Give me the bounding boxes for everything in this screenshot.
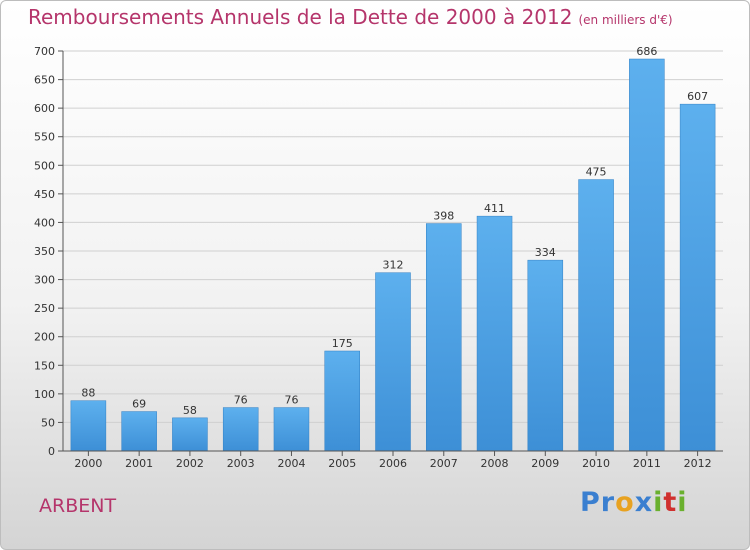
y-tick-label: 100 (34, 388, 55, 401)
y-tick-label: 200 (34, 331, 55, 344)
bar-value-label: 58 (183, 404, 197, 417)
y-tick-label: 500 (34, 159, 55, 172)
x-tick-label: 2005 (328, 457, 356, 470)
y-tick-label: 250 (34, 302, 55, 315)
bar-2003 (222, 407, 259, 452)
bar-2012 (679, 103, 716, 452)
x-tick-label: 2012 (684, 457, 712, 470)
bar-2000 (70, 400, 107, 452)
y-tick-label: 300 (34, 274, 55, 287)
logo-letter: r (600, 487, 616, 518)
bar-value-label: 475 (586, 166, 607, 179)
bar-value-label: 607 (687, 90, 708, 103)
bar-value-label: 175 (332, 337, 353, 350)
bars (70, 58, 716, 452)
bar-value-label: 312 (383, 259, 404, 272)
y-tick-label: 400 (34, 216, 55, 229)
bar-value-label: 69 (132, 398, 146, 411)
y-tick-label: 0 (48, 445, 55, 458)
x-tick-label: 2000 (74, 457, 102, 470)
bar-2004 (273, 407, 310, 452)
x-tick-label: 2001 (125, 457, 153, 470)
bar-2011 (629, 58, 665, 452)
x-tick-label: 2006 (379, 457, 407, 470)
y-tick-label: 150 (34, 359, 55, 372)
y-tick-label: 50 (41, 416, 55, 429)
x-tick-label: 2004 (277, 457, 305, 470)
y-tick-label: 700 (34, 45, 55, 58)
chart-subtitle: (en milliers d'€) (578, 13, 673, 27)
bar-2002 (172, 417, 208, 452)
bar-value-label: 76 (234, 394, 248, 407)
bar-2001 (121, 411, 157, 452)
logo-letter: P (580, 487, 601, 518)
y-tick-label: 350 (34, 245, 55, 258)
x-tick-label: 2009 (531, 457, 559, 470)
bar-2010 (578, 179, 614, 452)
bar-2008 (476, 215, 513, 452)
bar-value-label: 398 (433, 210, 454, 223)
logo-letter: i (653, 487, 664, 518)
x-axis-tick-labels: 2000 2001 2002 2003 2004 2005 2006 2007 2008 2009… (74, 451, 712, 470)
y-axis-tick-labels: 0 50 100 150 200 250 300 350 400 450 500 550 600 650 7… (34, 45, 55, 458)
logo-letter: i (677, 487, 688, 518)
bar-value-label: 334 (535, 246, 556, 259)
logo-letter: x (634, 487, 654, 518)
bar-2007 (426, 223, 462, 452)
y-tick-label: 650 (34, 74, 55, 87)
logo-letter: o (615, 487, 635, 518)
y-tick-label: 450 (34, 188, 55, 201)
x-tick-label: 2008 (481, 457, 509, 470)
y-tick-label: 600 (34, 102, 55, 115)
bar-2005 (324, 350, 360, 452)
bar-value-label: 411 (484, 202, 505, 215)
proxiti-logo: Proxiti (580, 487, 688, 518)
bar-value-label: 88 (81, 387, 95, 400)
bar-2009 (527, 259, 564, 452)
y-tick-label: 550 (34, 131, 55, 144)
x-tick-label: 2003 (227, 457, 255, 470)
bar-value-label: 686 (636, 45, 657, 58)
x-tick-label: 2011 (633, 457, 661, 470)
x-tick-label: 2010 (582, 457, 610, 470)
x-tick-label: 2007 (430, 457, 458, 470)
x-tick-label: 2002 (176, 457, 204, 470)
logo-letter: t (663, 487, 678, 518)
bar-value-label: 76 (284, 394, 298, 407)
bar-value-labels: 88 69 58 76 76 175 312 398 411 334 475 686 607 (81, 45, 708, 417)
chart-title: Remboursements Annuels de la Dette de 20… (28, 5, 673, 29)
bar-2006 (375, 272, 411, 452)
commune-name: ARBENT (39, 495, 117, 517)
